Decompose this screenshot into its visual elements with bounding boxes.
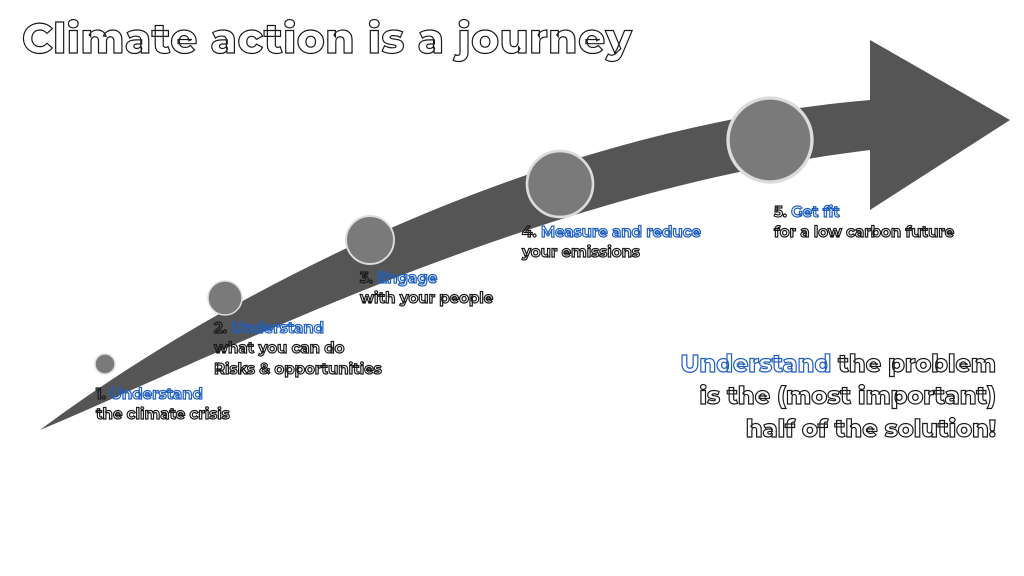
milestone-circle-5 — [728, 98, 812, 182]
step-2: 2. Understandwhat you can doRisks & oppo… — [214, 318, 382, 379]
step-5-number: 5. — [774, 202, 791, 221]
quote-line2: is the (most important) — [681, 381, 996, 413]
step-4: 4. Measure and reduceyour emissions — [522, 222, 701, 263]
quote-line3: half of the solution! — [681, 414, 996, 446]
quote-keyword: Understand — [681, 350, 832, 379]
step-4-line-1: your emissions — [522, 242, 701, 262]
step-2-line-2: Risks & opportunities — [214, 359, 382, 379]
step-2-number: 2. — [214, 318, 231, 337]
step-4-number: 4. — [522, 222, 541, 241]
step-2-keyword: Understand — [231, 318, 324, 337]
milestone-circle-4 — [527, 151, 593, 217]
step-5-line-1: for a low carbon future — [774, 222, 954, 242]
step-3: 3. Engagewith your people — [360, 268, 493, 309]
closing-quote: Understand the problem is the (most impo… — [681, 349, 996, 446]
step-3-number: 3. — [360, 268, 377, 287]
milestone-circle-1 — [95, 354, 115, 374]
milestone-circle-3 — [346, 216, 394, 264]
step-5: 5. Get fitfor a low carbon future — [774, 202, 954, 243]
step-1-line-1: the climate crisis — [96, 404, 230, 424]
step-3-line-1: with your people — [360, 288, 493, 308]
step-4-keyword: Measure and reduce — [541, 222, 701, 241]
step-5-keyword: Get fit — [791, 202, 840, 221]
step-1-number: 1. — [96, 384, 110, 403]
step-3-keyword: Engage — [377, 268, 437, 287]
step-1: 1. Understandthe climate crisis — [96, 384, 230, 425]
quote-line1-rest: the problem — [831, 350, 996, 379]
journey-arrow — [0, 0, 1024, 576]
step-1-keyword: Understand — [110, 384, 203, 403]
step-2-line-1: what you can do — [214, 338, 382, 358]
milestone-circle-2 — [208, 281, 242, 315]
